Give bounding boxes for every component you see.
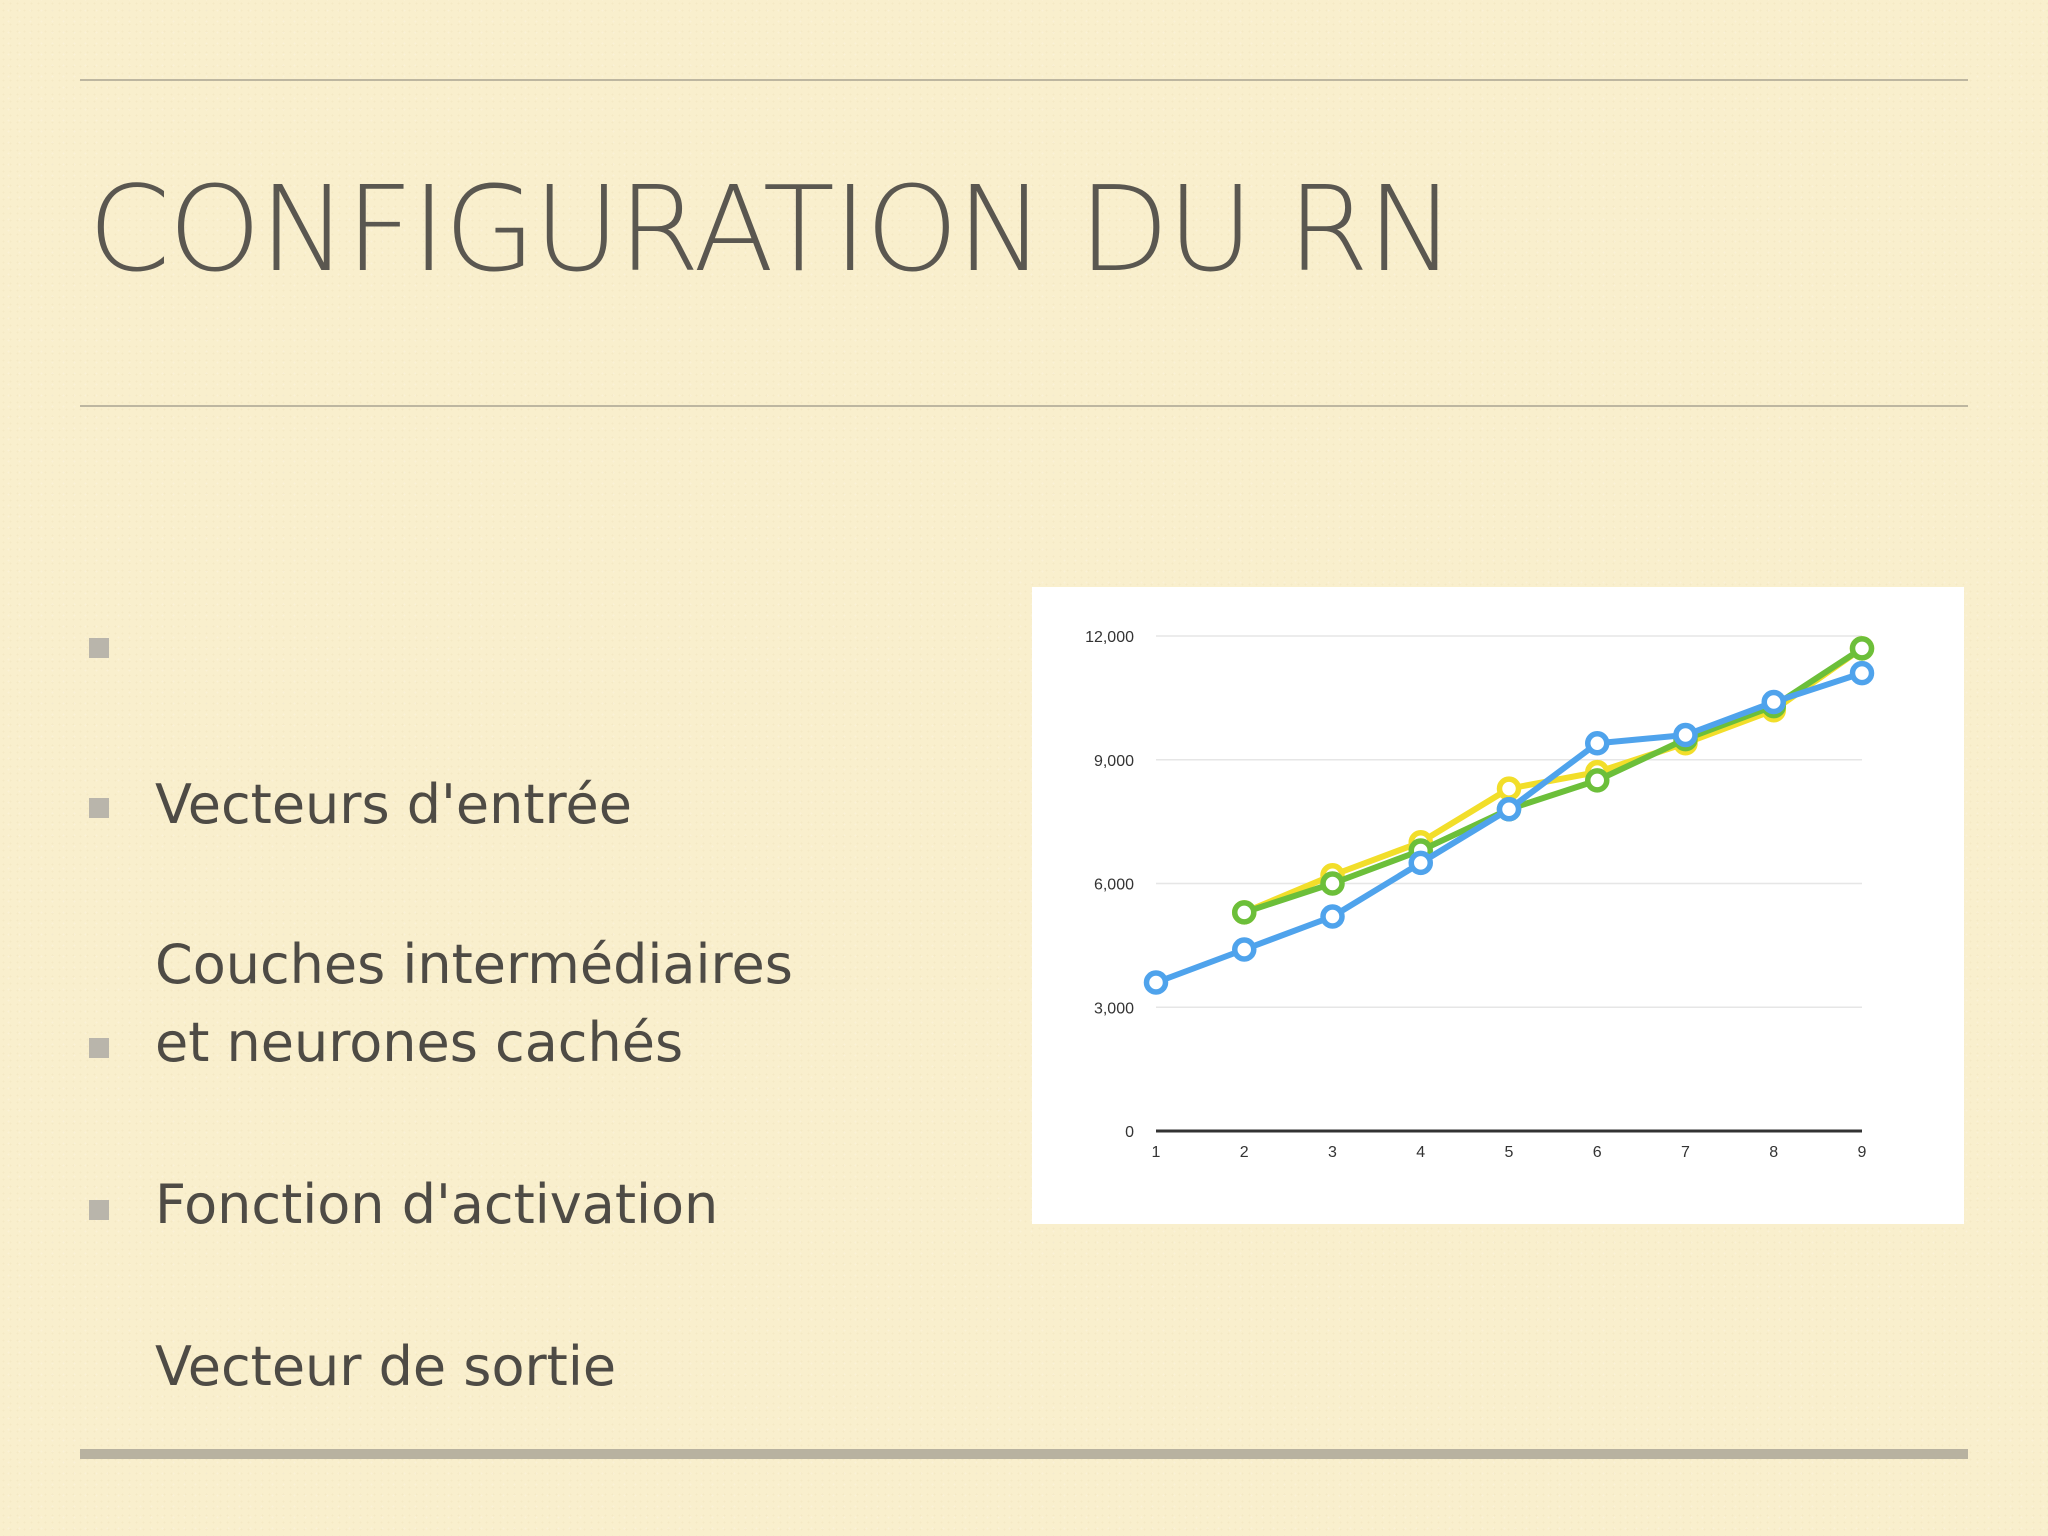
x-tick-label: 8 [1769, 1144, 1778, 1161]
line-chart-svg: 0 3,000 6,000 9,000 12,000 1 2 3 4 5 6 7 8 9 [1085, 629, 1875, 1161]
bullet-text: Couches intermédiaires et neurones caché… [155, 933, 793, 1074]
square-bullet-icon [89, 1038, 109, 1058]
series-point-3 [1143, 970, 1169, 995]
series-point-3 [1320, 904, 1345, 929]
bullet-item: Fonction d'activation [88, 1010, 718, 1244]
bullet-text: Fonction d'activation [155, 1173, 719, 1236]
y-tick-label: 6,000 [1094, 877, 1134, 894]
series-point-2 [1849, 636, 1875, 661]
series-point-3 [1585, 731, 1610, 756]
bullet-text: Vecteur de sortie [155, 1335, 617, 1398]
x-tick-label: 5 [1505, 1144, 1514, 1161]
series-line-2 [1241, 645, 1865, 916]
y-tick-label: 9,000 [1094, 753, 1134, 770]
x-tick-label: 9 [1858, 1144, 1867, 1161]
bullet-text: Vecteurs d'entrée [155, 773, 632, 836]
slide-title: CONFIGURATION DU RN [88, 160, 1455, 298]
series-point-3 [1849, 660, 1875, 686]
square-bullet-icon [89, 798, 109, 818]
series-point-2 [1320, 871, 1345, 896]
y-tick-label: 3,000 [1094, 1000, 1134, 1017]
top-divider [80, 79, 1968, 81]
x-tick-label: 2 [1240, 1144, 1249, 1161]
series-point-3 [1673, 722, 1698, 748]
series-point-3 [1232, 937, 1257, 962]
bullet-item: Couches intermédiaires et neurones caché… [88, 770, 793, 1082]
series-point-3 [1408, 850, 1433, 876]
bullet-item: Vecteur de sortie [88, 1172, 616, 1406]
title-divider [80, 405, 1968, 407]
y-tick-label: 0 [1125, 1124, 1134, 1141]
x-tick-label: 3 [1328, 1144, 1337, 1161]
series-point-3 [1761, 689, 1786, 715]
bottom-divider [80, 1449, 1968, 1459]
square-bullet-icon [89, 1200, 109, 1220]
series-point-2 [1232, 900, 1257, 925]
x-tick-label: 1 [1152, 1144, 1161, 1161]
series-line-1 [1241, 645, 1865, 916]
x-tick-label: 4 [1416, 1144, 1425, 1161]
line-chart: 0 3,000 6,000 9,000 12,000 1 2 3 4 5 6 7 8 9 [1032, 587, 1964, 1224]
x-tick-label: 7 [1681, 1144, 1690, 1161]
series-point-1 [1496, 776, 1522, 801]
series-point-3 [1496, 797, 1522, 822]
square-bullet-icon [89, 638, 109, 658]
bullet-item: Vecteurs d'entrée [88, 610, 632, 844]
x-tick-label: 6 [1593, 1144, 1602, 1161]
y-tick-label: 12,000 [1085, 629, 1134, 646]
series-point-2 [1585, 768, 1610, 793]
